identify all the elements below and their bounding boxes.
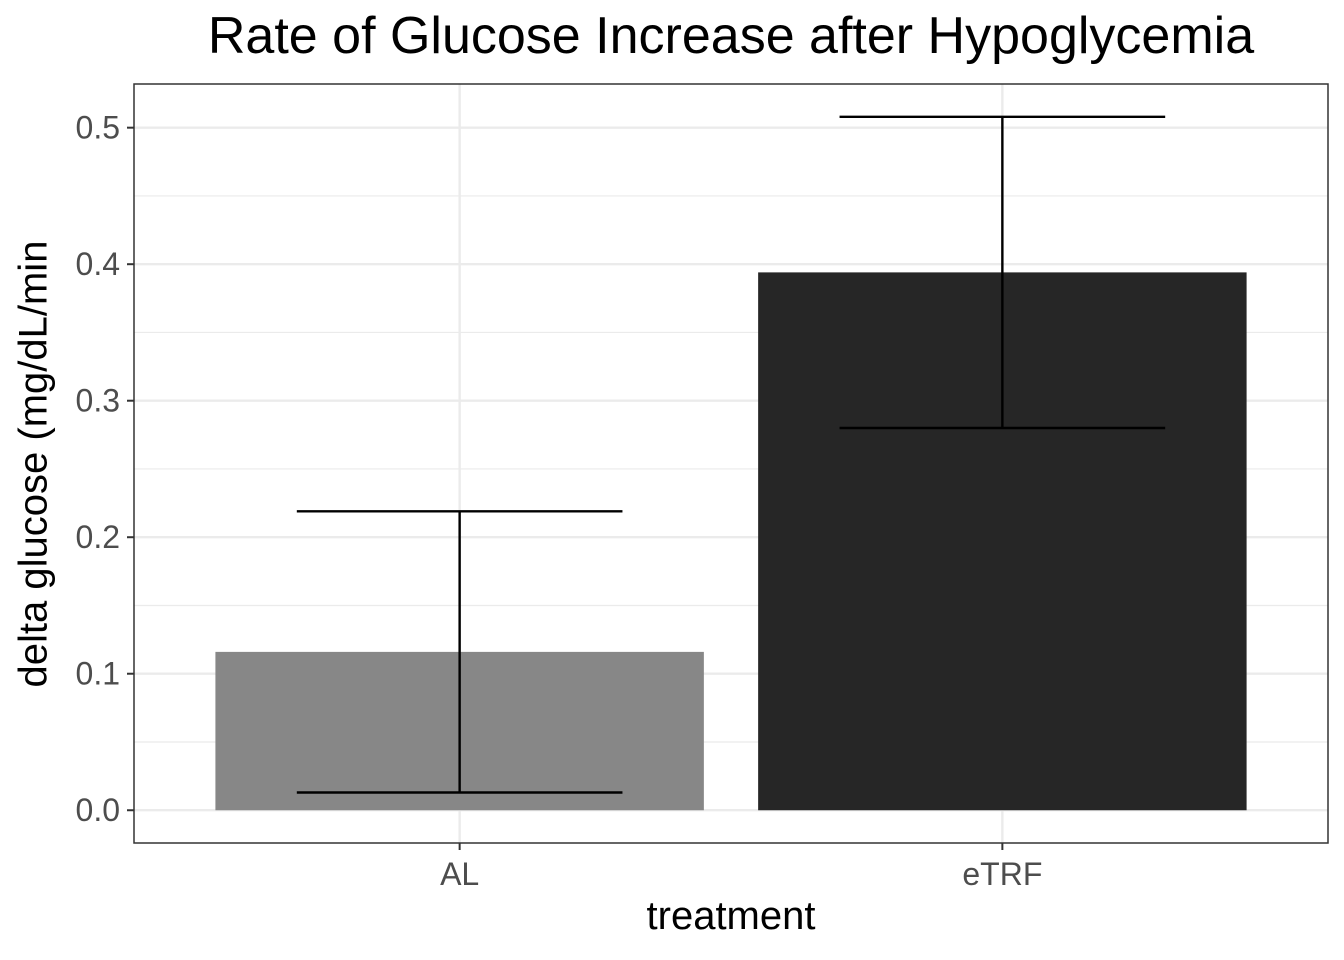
y-tick-label: 0.2 (76, 519, 120, 555)
y-axis: 0.0 0.1 0.2 0.3 0.4 0.5 (76, 110, 134, 828)
y-tick-label: 0.1 (76, 656, 120, 692)
plot-panel-border (133, 83, 1329, 844)
y-tick-label: 0.3 (76, 383, 120, 419)
y-tick-label: 0.0 (76, 792, 120, 828)
y-tick-label: 0.4 (76, 246, 120, 282)
x-tick-label: AL (440, 856, 479, 892)
y-tick-label: 0.5 (76, 110, 120, 146)
x-axis: AL eTRF (440, 843, 1042, 892)
chart-title: Rate of Glucose Increase after Hypoglyce… (207, 7, 1255, 65)
x-axis-title: treatment (646, 894, 816, 938)
error-bars (296, 115, 1166, 794)
x-tick-label: eTRF (962, 856, 1042, 892)
